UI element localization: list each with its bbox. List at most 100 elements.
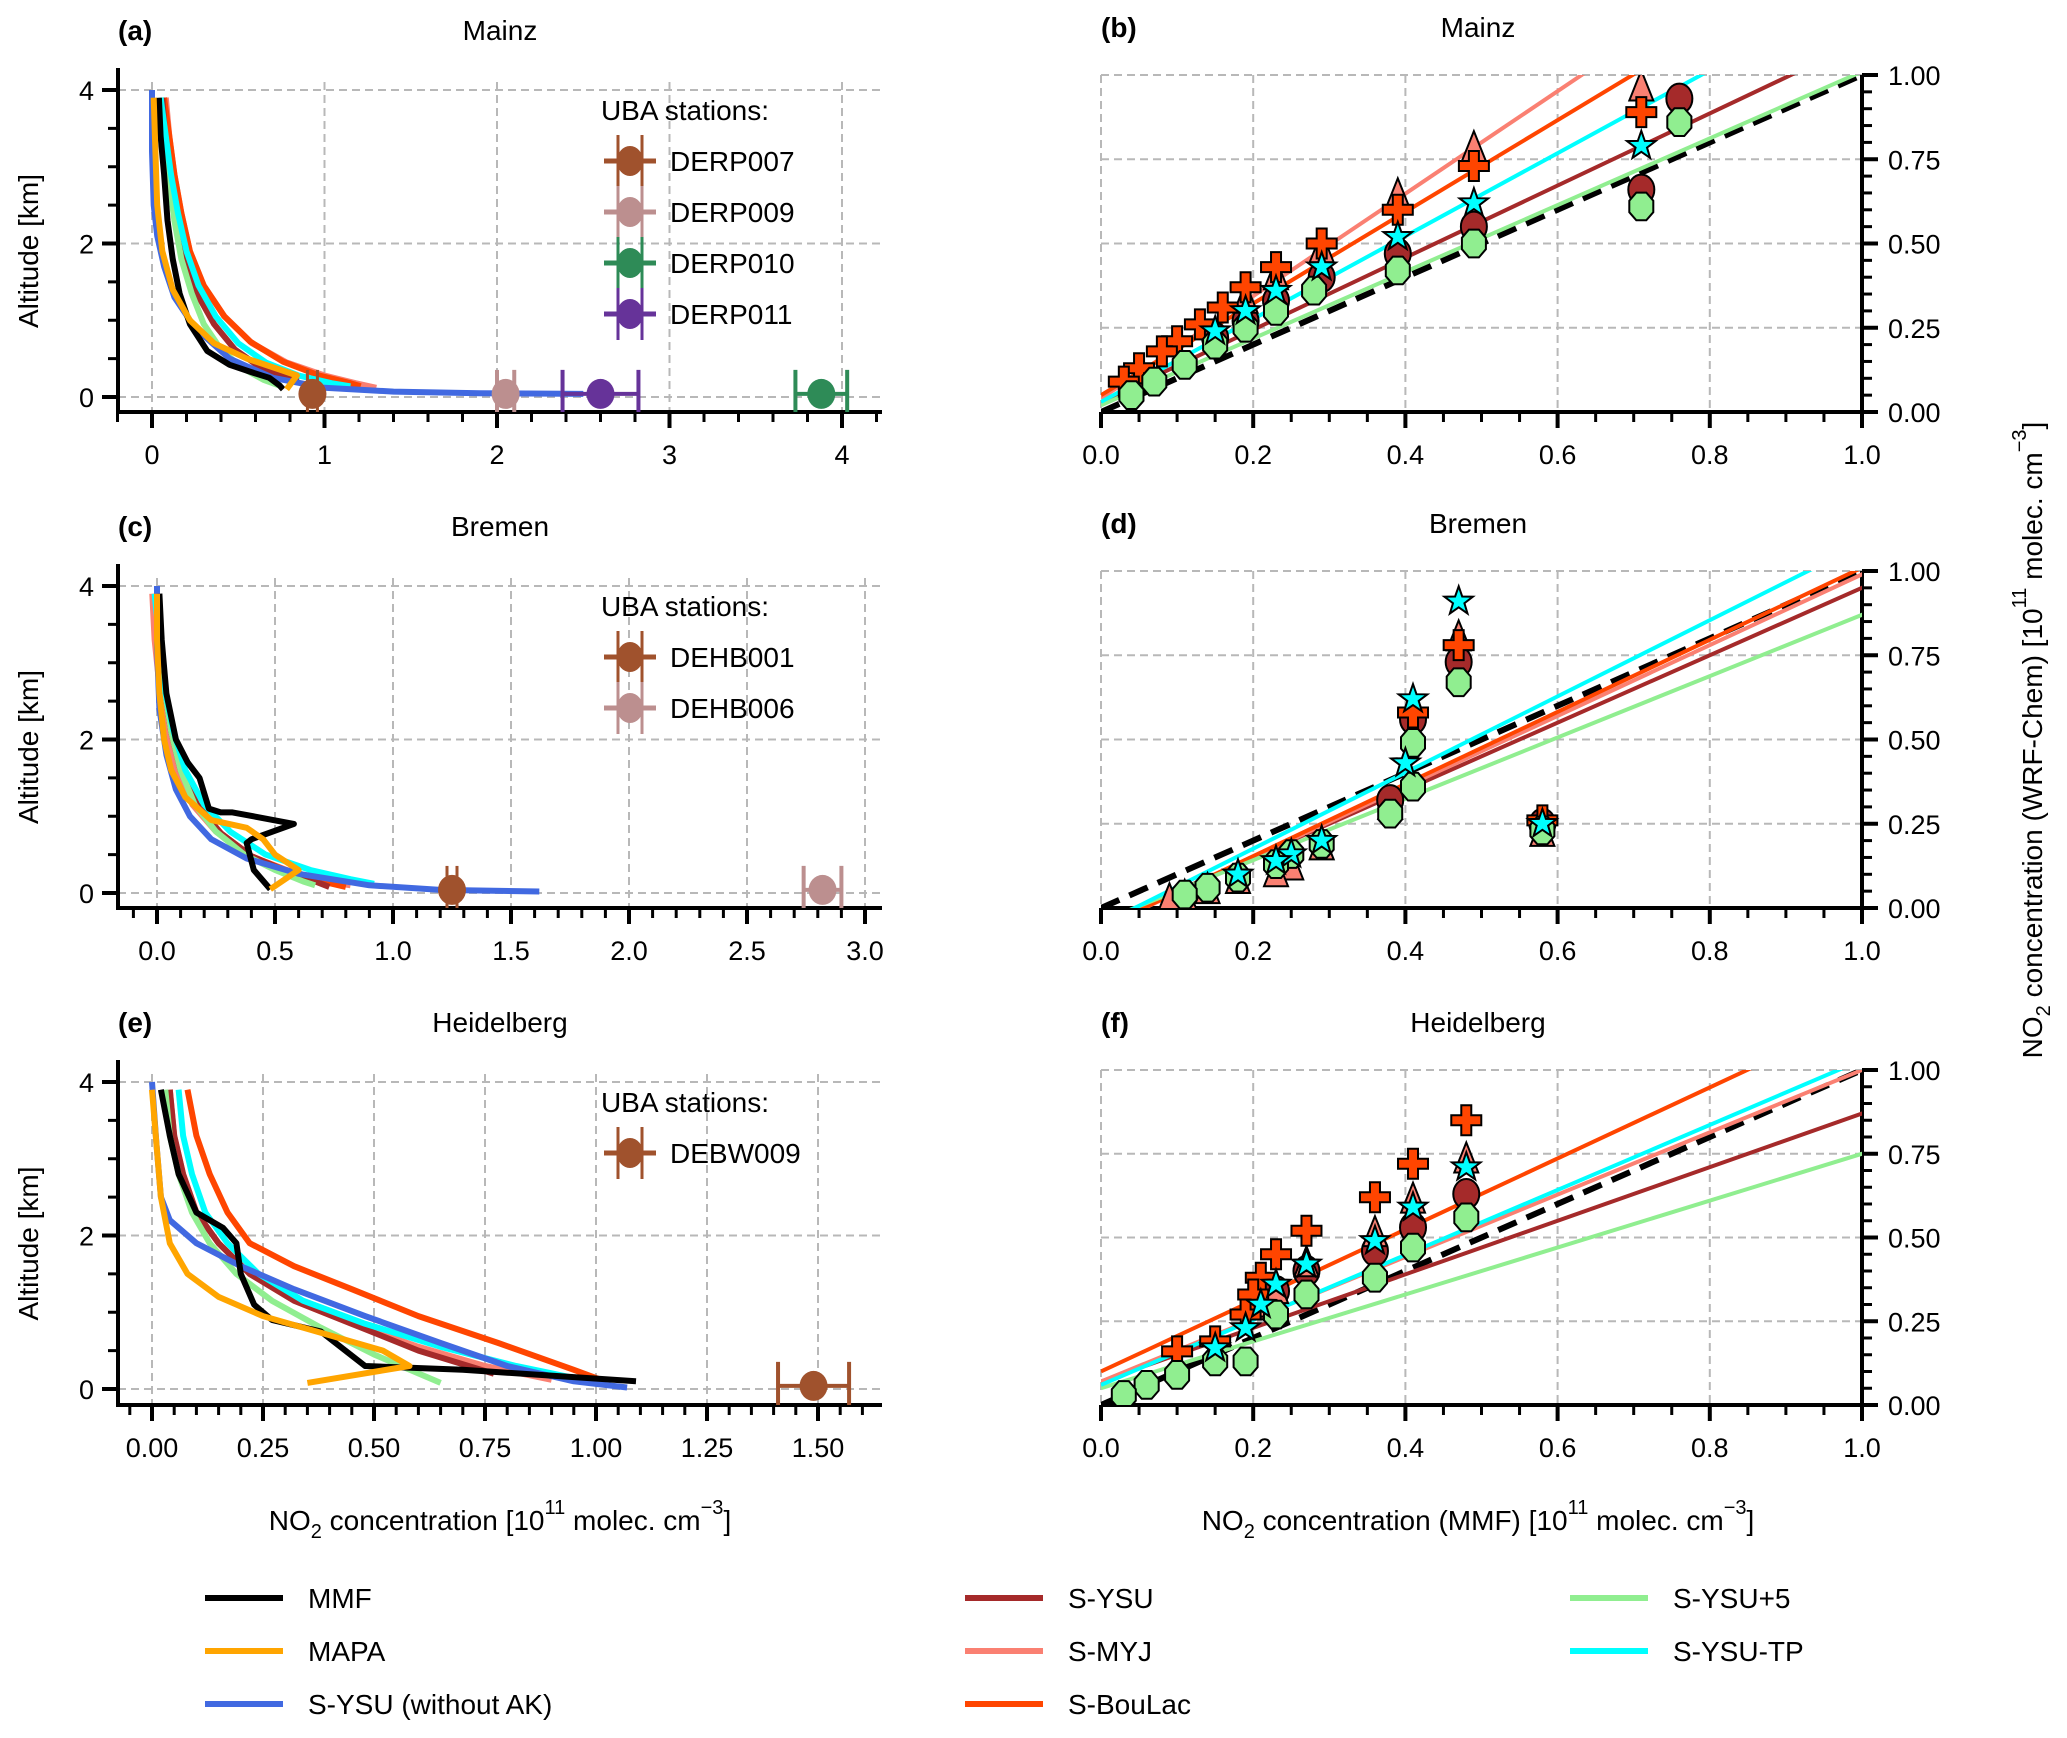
legend-dot <box>617 1138 643 1168</box>
point-s-boulac <box>1305 227 1338 260</box>
point-s-boulac <box>1450 1104 1483 1137</box>
point-s-ysu-tp <box>1304 822 1339 856</box>
point-s-ysu-tp <box>1274 836 1309 869</box>
y-tick-label: 0.25 <box>1888 314 1941 344</box>
profile-line-s-ysu-5 <box>157 97 283 390</box>
y-tick-label: 0.00 <box>1888 1391 1941 1421</box>
legend-label: S-YSU <box>1068 1583 1154 1614</box>
legend-label: S-YSU+5 <box>1673 1583 1791 1614</box>
fit-line-s-ysu-5 <box>1101 75 1860 408</box>
profile-line-s-ysu-without-ak- <box>149 90 584 397</box>
x-tick-label: 0.0 <box>138 936 176 966</box>
point-s-boulac <box>1358 1181 1391 1214</box>
profile-line-mmf <box>156 593 297 892</box>
y-axis-label: Altitude [km] <box>13 1166 44 1320</box>
y-tick-label: 0.25 <box>1888 810 1941 840</box>
x-tick-label: 2.5 <box>728 936 766 966</box>
point-s-boulac <box>1260 1238 1293 1271</box>
uba-legend-title: UBA stations: <box>601 591 769 622</box>
uba-legend-title: UBA stations: <box>601 95 769 126</box>
uba-legend-label: DEHB006 <box>670 693 795 724</box>
x-tick-label: 0.6 <box>1539 936 1577 966</box>
point-s-ysu-5 <box>1118 380 1145 410</box>
point-s-ysu-tp <box>1258 842 1294 876</box>
point-s-ysu-5 <box>1377 798 1404 829</box>
x-ticks <box>1099 908 1864 924</box>
point-s-ysu-5 <box>1445 667 1472 698</box>
fit-line-s-ysu-tp <box>1101 1070 1844 1387</box>
point-s-ysu-tp <box>1289 1246 1324 1279</box>
station-dot <box>586 378 615 409</box>
legend-item-s-ysu-5: S-YSU+5 <box>1570 1583 1791 1614</box>
point-s-ysu-tp <box>1243 1286 1278 1320</box>
point-s-boulac <box>1290 1214 1323 1247</box>
x-tick-label: 0.6 <box>1539 1433 1577 1463</box>
x-tick-label: 2 <box>489 440 504 470</box>
point-s-boulac <box>1229 271 1262 304</box>
legend-item-s-myj: S-MYJ <box>965 1636 1152 1667</box>
point-s-ysu-tp <box>1456 185 1492 218</box>
y-tick-label: 0.50 <box>1888 1224 1941 1254</box>
point-s-ysu-tp <box>1198 313 1233 346</box>
x-tick-label: 0.5 <box>256 936 294 966</box>
legend-item-s-boulac: S-BouLac <box>965 1689 1191 1720</box>
x-tick-label: 1.0 <box>1843 440 1881 470</box>
uba-legend-item: DEBW009 <box>604 1127 801 1179</box>
profile-line-mapa <box>154 593 302 892</box>
panel-e: 0.00 0.25 0.50 0.75 1.00 1.25 1.50 0 2 4 (e) Heidel… <box>13 1007 882 1463</box>
y-tick-label: 4 <box>79 572 94 602</box>
y-tick-label: 2 <box>79 726 94 756</box>
uba-legend-item: DEHB001 <box>604 631 795 683</box>
x-tick-label: 0.75 <box>459 1433 512 1463</box>
x-tick-label: 1.25 <box>681 1433 734 1463</box>
profile-line-mapa <box>149 1089 413 1386</box>
panel-letter: (e) <box>118 1007 152 1038</box>
x-tick-label: 0.50 <box>348 1433 401 1463</box>
point-s-ysu-5 <box>1110 1380 1137 1405</box>
plot-area <box>1101 571 1862 908</box>
x-ticks <box>1099 412 1864 428</box>
panels: 0 1 2 3 4 0 2 4 (a) Mainz Altitude [km] UBA station… <box>13 12 1941 1463</box>
point-s-ysu-tp <box>1395 1189 1431 1222</box>
legend-dot <box>617 146 643 176</box>
panel-letter: (c) <box>118 511 152 542</box>
point-s-boulac <box>1625 96 1658 129</box>
y-tick-label: 0 <box>79 383 94 413</box>
legend-item-s-ysu-without-ak-: S-YSU (without AK) <box>205 1689 552 1720</box>
point-s-boulac <box>1381 193 1414 226</box>
point-s-ysu-5 <box>1361 1262 1388 1293</box>
x-tick-label: 0.4 <box>1387 936 1425 966</box>
point-s-ysu-5 <box>1666 107 1693 137</box>
uba-legend-item: DEHB006 <box>604 682 795 734</box>
point-s-ysu-tp <box>1357 1222 1393 1256</box>
point-s-ysu-tp <box>1228 1309 1263 1343</box>
panel-title: Mainz <box>463 15 538 46</box>
uba-legend: UBA stations: DEBW009 <box>601 1087 801 1179</box>
y-axis-label: Altitude [km] <box>13 670 44 824</box>
legend-item-mapa: MAPA <box>205 1636 386 1667</box>
profile-line-s-ysu-tp <box>157 97 351 390</box>
legend-dot <box>617 248 643 278</box>
point-s-ysu-5 <box>1400 1232 1426 1263</box>
point-s-ysu-tp <box>1395 681 1431 714</box>
y-tick-label: 2 <box>79 1222 94 1252</box>
panel-f: 0.0 0.2 0.4 0.6 0.8 1.00.00 0.25 0.50 0.75 1.00 (f… <box>1082 1007 1941 1463</box>
y-tick-label: 0.75 <box>1888 641 1941 671</box>
point-s-ysu-tp <box>1304 249 1339 282</box>
legend-dot <box>617 642 643 672</box>
point-s-ysu-tp <box>1525 805 1560 839</box>
station-dot <box>491 378 520 409</box>
point-s-boulac <box>1457 149 1490 182</box>
legend-item-s-ysu: S-YSU <box>965 1583 1154 1614</box>
uba-legend-label: DERP010 <box>670 248 795 279</box>
x-tick-label: 1.5 <box>492 936 530 966</box>
legend-label: S-BouLac <box>1068 1689 1191 1720</box>
uba-legend-item: DERP010 <box>604 237 795 289</box>
fit-line-s-ysu-tp <box>1130 571 1813 908</box>
point-s-ysu-tp <box>1220 856 1256 889</box>
point-s-ysu-5 <box>1171 350 1198 380</box>
figure-legend: MMF MAPA S-YSU (without AK) S-YSU S-MYJ S-Bou… <box>205 1583 1804 1720</box>
panel-letter: (d) <box>1101 508 1137 539</box>
point-s-ysu-tp <box>1258 272 1294 306</box>
point-s-ysu-tp <box>1449 1149 1484 1182</box>
